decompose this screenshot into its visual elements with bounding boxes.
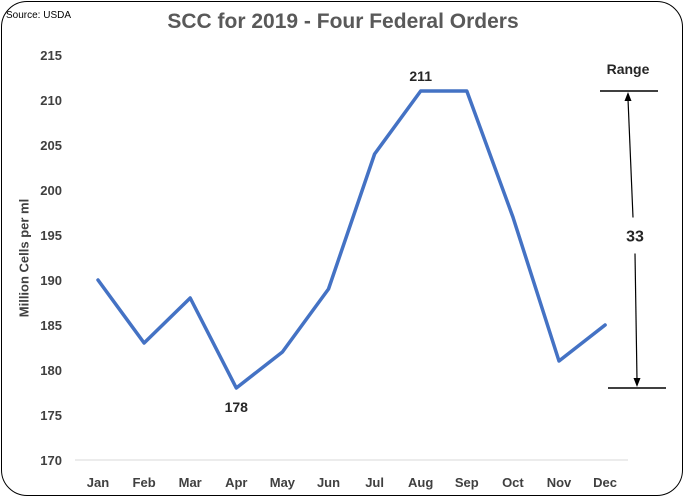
range-arrow-up bbox=[627, 98, 634, 218]
x-tick-label: Apr bbox=[225, 475, 247, 490]
range-annotation: Range 33 bbox=[600, 61, 666, 389]
range-arrowhead-down-icon bbox=[633, 378, 641, 387]
y-tick-label: 215 bbox=[40, 48, 62, 63]
y-tick-label: 195 bbox=[40, 228, 62, 243]
range-arrow-down bbox=[634, 253, 638, 381]
x-tick-label: Feb bbox=[133, 475, 156, 490]
x-tick-label: Oct bbox=[502, 475, 524, 490]
y-tick-label: 175 bbox=[40, 408, 62, 423]
x-tick-label: Jan bbox=[87, 475, 109, 490]
source-note: Source: USDA bbox=[6, 10, 72, 21]
y-tick-label: 210 bbox=[40, 93, 62, 108]
y-tick-label: 170 bbox=[40, 453, 62, 468]
y-tick-label: 205 bbox=[40, 138, 62, 153]
x-tick-label: May bbox=[270, 475, 296, 490]
data-labels: 178 211 bbox=[225, 68, 433, 415]
chart-title: SCC for 2019 - Four Federal Orders bbox=[167, 10, 519, 33]
y-tick-labels: 170 175 180 185 190 195 200 205 210 215 bbox=[40, 48, 62, 468]
x-tick-label: Nov bbox=[547, 475, 572, 490]
range-title: Range bbox=[607, 61, 650, 77]
y-tick-label: 185 bbox=[40, 318, 62, 333]
x-tick-label: Sep bbox=[455, 475, 479, 490]
x-tick-label: Jun bbox=[317, 475, 340, 490]
y-tick-label: 180 bbox=[40, 363, 62, 378]
x-tick-label: Aug bbox=[408, 475, 433, 490]
y-tick-label: 200 bbox=[40, 183, 62, 198]
data-label: 211 bbox=[409, 68, 432, 84]
y-tick-label: 190 bbox=[40, 273, 62, 288]
x-tick-labels: Jan Feb Mar Apr May Jun Jul Aug Sep Oct Nov Dec bbox=[87, 475, 617, 490]
range-arrowhead-up-icon bbox=[624, 92, 632, 101]
range-value: 33 bbox=[626, 229, 644, 246]
x-tick-label: Dec bbox=[593, 475, 617, 490]
series-line bbox=[96, 89, 607, 390]
x-tick-label: Jul bbox=[365, 475, 384, 490]
x-tick-label: Mar bbox=[179, 475, 202, 490]
data-label: 178 bbox=[225, 399, 249, 415]
